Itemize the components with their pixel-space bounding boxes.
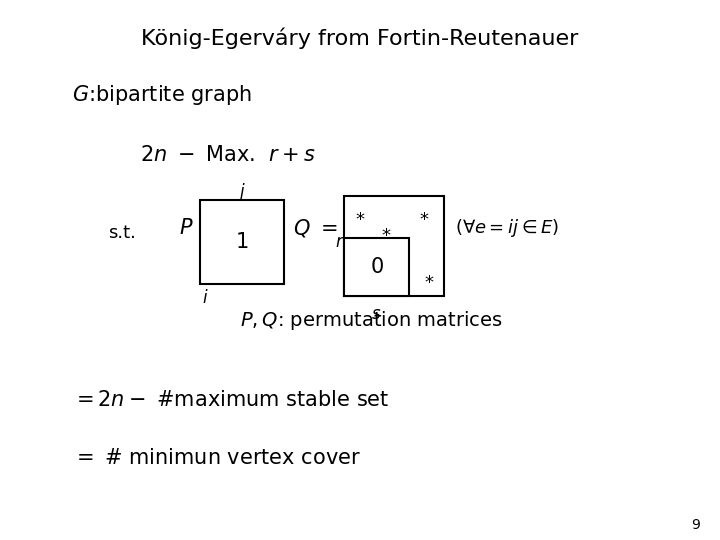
Text: $2n\ -\ $Max. $\ r + s$: $2n\ -\ $Max. $\ r + s$ bbox=[140, 145, 315, 165]
Text: König-Egerváry from Fortin-Reutenauer: König-Egerváry from Fortin-Reutenauer bbox=[141, 27, 579, 49]
Text: $s$: $s$ bbox=[372, 305, 382, 323]
Text: $P, Q$: permutation matrices: $P, Q$: permutation matrices bbox=[240, 308, 503, 332]
Text: $= 2n - $ #maximum stable set: $= 2n - $ #maximum stable set bbox=[72, 390, 390, 410]
Text: $j$: $j$ bbox=[238, 181, 246, 203]
Text: $0$: $0$ bbox=[369, 257, 384, 277]
Text: $*$: $*$ bbox=[419, 209, 429, 227]
Text: $r$: $r$ bbox=[335, 233, 345, 251]
Bar bbox=[200, 200, 284, 284]
Text: $1$: $1$ bbox=[235, 232, 248, 252]
Text: $*$: $*$ bbox=[381, 225, 391, 243]
Text: s.t.: s.t. bbox=[108, 224, 136, 242]
Bar bbox=[344, 196, 444, 296]
Bar bbox=[344, 238, 409, 296]
Text: $(\forall e = ij \in E)$: $(\forall e = ij \in E)$ bbox=[455, 217, 559, 239]
Text: $G$:bipartite graph: $G$:bipartite graph bbox=[72, 83, 252, 107]
Text: $i$: $i$ bbox=[202, 289, 209, 307]
Text: $Q\ =$: $Q\ =$ bbox=[293, 217, 338, 239]
Text: $P$: $P$ bbox=[179, 218, 194, 238]
Text: $*$: $*$ bbox=[355, 209, 365, 227]
Text: $=$ # minimun vertex cover: $=$ # minimun vertex cover bbox=[72, 448, 361, 468]
Text: 9: 9 bbox=[691, 518, 700, 532]
Text: $*$: $*$ bbox=[424, 272, 434, 290]
